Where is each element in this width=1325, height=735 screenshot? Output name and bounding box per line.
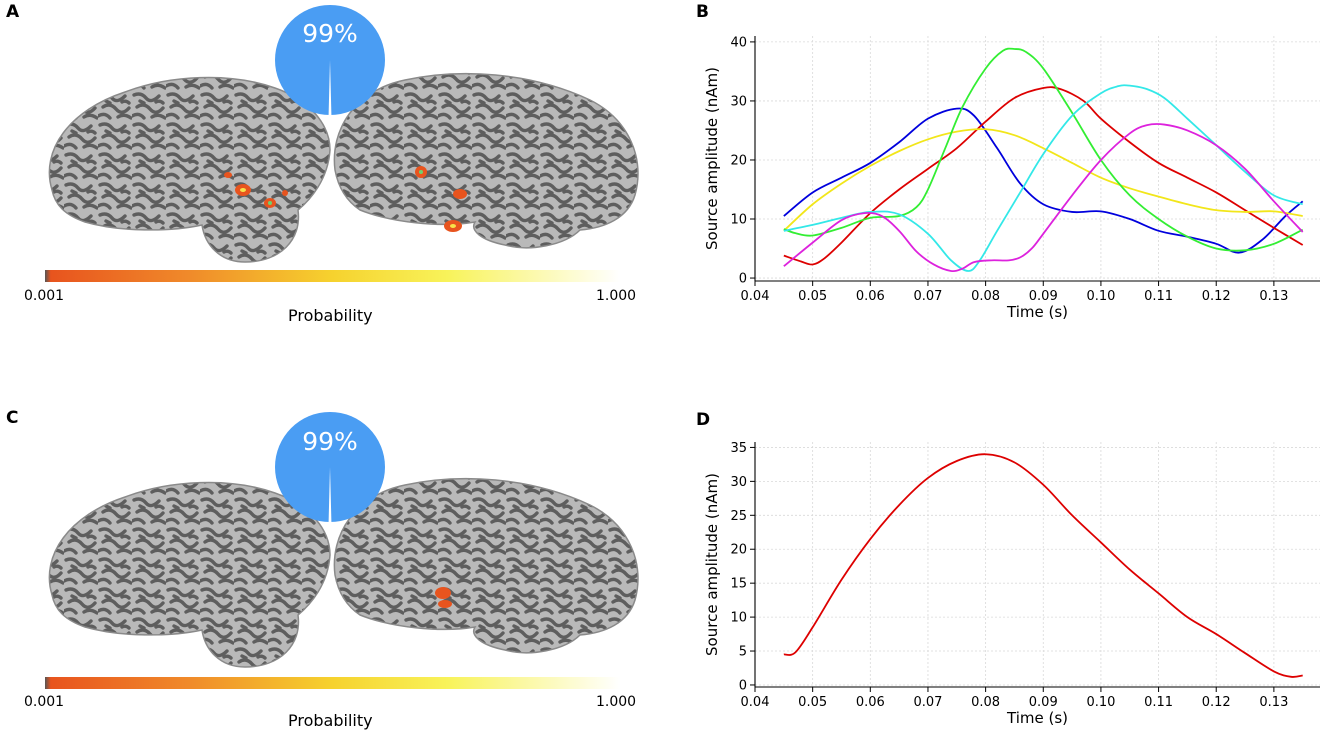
colorbar-title: Probability <box>288 306 373 325</box>
series-line-green <box>783 47 1304 252</box>
series-line-cyan <box>783 84 1303 272</box>
x-tick-label: 0.11 <box>1144 289 1173 304</box>
x-tick-label: 0.10 <box>1086 289 1115 304</box>
x-tick-label: 0.08 <box>971 289 1000 304</box>
x-tick-label: 0.09 <box>1029 695 1058 710</box>
panel-letter-d: D <box>696 410 711 430</box>
brain-figure-a: 99% <box>48 5 639 263</box>
panel-letter-a: A <box>6 2 20 22</box>
colorbar-min-label: 0.001 <box>24 694 65 710</box>
y-tick-label: 30 <box>730 94 747 109</box>
confidence-pie-a: 99% <box>275 5 385 116</box>
x-tick-label: 0.12 <box>1202 695 1231 710</box>
confidence-percent: 99% <box>302 19 358 48</box>
x-tick-label: 0.09 <box>1029 289 1058 304</box>
y-tick-label: 0 <box>739 678 747 693</box>
line-chart-d: 0.04 0.05 0.06 0.07 0.08 0.09 0.10 0.11 0.12 0.13… <box>703 441 1320 727</box>
series-line-yellow <box>783 128 1303 232</box>
hotspot <box>224 172 232 178</box>
y-tick-label: 35 <box>730 441 747 456</box>
confidence-pie-c: 99% <box>275 412 385 523</box>
x-tick-label: 0.07 <box>913 695 942 710</box>
series-line-red <box>783 453 1303 678</box>
y-tick-label: 20 <box>730 153 747 168</box>
series-line-blue <box>783 107 1304 254</box>
right-hemisphere <box>333 72 639 249</box>
colorbar-title: Probability <box>288 711 373 730</box>
y-tick-label: 10 <box>730 213 747 228</box>
panel-letter-c: C <box>6 408 19 428</box>
x-tick-label: 0.10 <box>1086 695 1115 710</box>
hotspot <box>435 587 451 599</box>
y-axis-label: Source amplitude (nAm) <box>703 67 721 250</box>
colorbar-min-label: 0.001 <box>24 288 65 304</box>
x-tick-label: 0.05 <box>798 289 827 304</box>
pie-remainder-slice <box>328 60 332 116</box>
y-tick-label: 25 <box>730 509 747 524</box>
colorbar-max-label: 1.000 <box>596 288 637 304</box>
pie-remainder-slice <box>328 467 332 523</box>
y-axis-label: Source amplitude (nAm) <box>703 473 721 656</box>
x-tick-label: 0.11 <box>1144 695 1173 710</box>
x-tick-label: 0.04 <box>741 695 770 710</box>
x-tick-label: 0.13 <box>1259 695 1288 710</box>
x-tick-label: 0.07 <box>913 289 942 304</box>
colorbar-c <box>45 677 620 689</box>
colorbar-max-label: 1.000 <box>596 694 637 710</box>
confidence-percent: 99% <box>302 427 358 456</box>
y-tick-label: 5 <box>739 645 747 660</box>
y-tick-label: 15 <box>730 577 747 592</box>
hotspot <box>453 189 467 199</box>
brain-figure-c: 99% <box>48 412 639 668</box>
hotspot <box>282 190 288 196</box>
x-tick-label: 0.06 <box>856 289 885 304</box>
y-tick-label: 40 <box>730 35 747 50</box>
left-hemisphere <box>48 481 331 668</box>
x-tick-label: 0.04 <box>741 289 770 304</box>
x-axis-label: Time (s) <box>1006 303 1068 321</box>
series-line-magenta <box>783 123 1304 273</box>
series-line-red <box>783 86 1304 266</box>
panel-letter-b: B <box>696 2 709 22</box>
x-axis-label: Time (s) <box>1006 709 1068 727</box>
line-chart-b: 0.04 0.05 0.06 0.07 0.08 0.09 0.10 0.11 0.12 0.13… <box>703 35 1320 321</box>
x-tick-label: 0.05 <box>798 695 827 710</box>
y-tick-label: 20 <box>730 543 747 558</box>
x-tick-label: 0.13 <box>1259 289 1288 304</box>
x-tick-label: 0.08 <box>971 695 1000 710</box>
right-hemisphere <box>333 477 639 654</box>
y-tick-label: 10 <box>730 611 747 626</box>
x-tick-label: 0.06 <box>856 695 885 710</box>
y-tick-label: 30 <box>730 475 747 490</box>
y-tick-label: 0 <box>739 272 747 287</box>
x-tick-label: 0.12 <box>1202 289 1231 304</box>
left-hemisphere <box>48 76 331 263</box>
hotspot <box>438 600 452 608</box>
colorbar-a <box>45 270 620 282</box>
